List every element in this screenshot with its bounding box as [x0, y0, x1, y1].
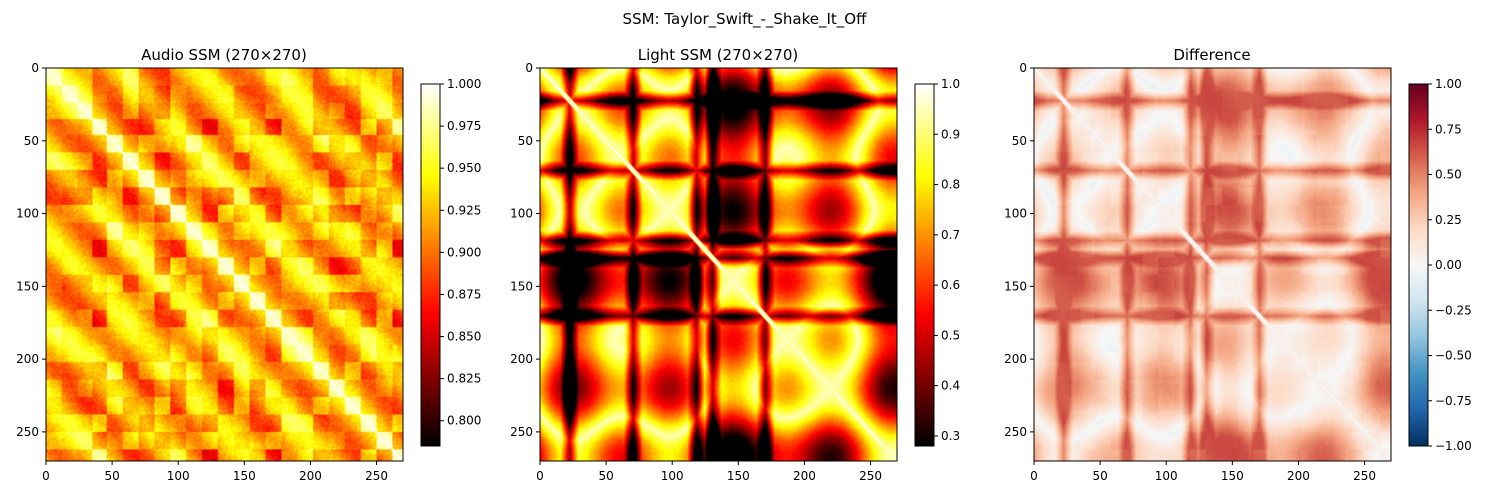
- y-tick-label: 100: [1004, 207, 1027, 221]
- colorbar-tick-label: 0.950: [447, 161, 481, 175]
- difference-axes-frame: [1033, 67, 1392, 462]
- colorbar-tick-label: 0.9: [941, 127, 960, 141]
- audio-ssm-colorbar: [421, 84, 440, 446]
- x-tick-label: 50: [1092, 469, 1107, 483]
- colorbar-tick-label: 0.900: [447, 245, 481, 259]
- audio-ssm-title: Audio SSM (270×270): [141, 46, 307, 64]
- difference-heatmap: [1034, 68, 1391, 461]
- colorbar-tick-label: 0.800: [447, 414, 481, 428]
- audio-ssm-colorbar-ticks: 0.800 0.825 0.850 0.875 0.900 0.925 0.950 0.975…: [440, 77, 481, 428]
- colorbar-tick-label: 0.00: [1435, 258, 1462, 272]
- x-tick-label: 0: [42, 469, 50, 483]
- colorbar-tick-label: −0.75: [1435, 394, 1472, 408]
- y-tick-label: 0: [525, 61, 533, 75]
- colorbar-tick-label: 0.50: [1435, 168, 1462, 182]
- colorbar-tick-label: 0.7: [941, 228, 960, 242]
- y-tick-label: 150: [510, 279, 533, 293]
- x-tick-label: 50: [104, 469, 119, 483]
- colorbar-tick-label: 0.850: [447, 330, 481, 344]
- audio-ssm-ticks: 0 50 100 150 200 250 0 50 100 150 200 250: [16, 61, 388, 483]
- colorbar-tick-label: 0.6: [941, 278, 960, 292]
- colorbar-tick-label: 0.875: [447, 287, 481, 301]
- light-ssm-colorbar-ticks: 0.3 0.4 0.5 0.6 0.7 0.8 0.9 1.0: [934, 77, 960, 443]
- x-tick-label: 250: [365, 469, 388, 483]
- difference-title: Difference: [1173, 46, 1250, 64]
- figure-title: SSM: Taylor_Swift_-_Shake_It_Off: [623, 10, 868, 29]
- colorbar-tick-label: 0.925: [447, 203, 481, 217]
- x-tick-label: 200: [1287, 469, 1310, 483]
- colorbar-tick-label: 0.4: [941, 379, 960, 393]
- x-tick-label: 250: [859, 469, 882, 483]
- colorbar-tick-label: −0.25: [1435, 303, 1472, 317]
- colorbar-tick-label: 0.825: [447, 372, 481, 386]
- x-tick-label: 0: [536, 469, 544, 483]
- y-tick-label: 200: [510, 352, 533, 366]
- light-ssm-axes-frame: [539, 67, 898, 462]
- y-tick-label: 150: [1004, 279, 1027, 293]
- x-tick-label: 50: [598, 469, 613, 483]
- difference-colorbar-ticks: −1.00 −0.75 −0.50 −0.25 0.00 0.25 0.50 0.75 1.00: [1428, 77, 1472, 453]
- colorbar-tick-label: 0.975: [447, 119, 481, 133]
- y-tick-label: 200: [16, 352, 39, 366]
- y-tick-label: 200: [1004, 352, 1027, 366]
- difference-panel: Difference 0 50 100 150 200 250 0 50 100 150 200 25…: [1004, 46, 1472, 483]
- x-tick-label: 200: [793, 469, 816, 483]
- y-tick-label: 0: [1019, 61, 1027, 75]
- y-tick-label: 250: [1004, 425, 1027, 439]
- colorbar-tick-label: −1.00: [1435, 439, 1472, 453]
- light-ssm-colorbar-frame: [914, 83, 935, 447]
- light-ssm-panel: Light SSM (270×270) 0 50 100 150 200 250 0 50 10…: [510, 46, 960, 483]
- colorbar-tick-label: 1.000: [447, 77, 481, 91]
- light-ssm-title: Light SSM (270×270): [638, 46, 799, 64]
- colorbar-tick-label: 0.5: [941, 328, 960, 342]
- audio-ssm-heatmap: [46, 68, 403, 461]
- light-ssm-heatmap: [540, 68, 897, 461]
- y-tick-label: 50: [24, 134, 39, 148]
- light-ssm-ticks: 0 50 100 150 200 250 0 50 100 150 200 250: [510, 61, 882, 483]
- y-tick-label: 250: [16, 425, 39, 439]
- y-tick-label: 150: [16, 279, 39, 293]
- x-tick-label: 100: [661, 469, 684, 483]
- audio-ssm-panel: Audio SSM (270×270) 0 50 100 150 200 250 0 50 10…: [16, 46, 481, 483]
- y-tick-label: 0: [31, 61, 39, 75]
- x-tick-label: 100: [1155, 469, 1178, 483]
- colorbar-tick-label: 1.0: [941, 77, 960, 91]
- x-tick-label: 150: [233, 469, 256, 483]
- colorbar-tick-label: 0.25: [1435, 213, 1462, 227]
- x-tick-label: 0: [1030, 469, 1038, 483]
- x-tick-label: 250: [1353, 469, 1376, 483]
- difference-colorbar: [1409, 84, 1428, 446]
- colorbar-tick-label: 0.75: [1435, 122, 1462, 136]
- x-tick-label: 150: [727, 469, 750, 483]
- y-tick-label: 100: [510, 207, 533, 221]
- y-tick-label: 50: [1012, 134, 1027, 148]
- difference-ticks: 0 50 100 150 200 250 0 50 100 150 200 250: [1004, 61, 1376, 483]
- audio-ssm-colorbar-frame: [420, 83, 441, 447]
- y-tick-label: 50: [518, 134, 533, 148]
- colorbar-tick-label: 0.3: [941, 429, 960, 443]
- y-tick-label: 100: [16, 207, 39, 221]
- colorbar-tick-label: −0.50: [1435, 349, 1472, 363]
- colorbar-tick-label: 0.8: [941, 178, 960, 192]
- x-tick-label: 100: [167, 469, 190, 483]
- x-tick-label: 150: [1221, 469, 1244, 483]
- colorbar-tick-label: 1.00: [1435, 77, 1462, 91]
- audio-ssm-axes-frame: [45, 67, 404, 462]
- light-ssm-colorbar: [915, 84, 934, 446]
- x-tick-label: 200: [299, 469, 322, 483]
- y-tick-label: 250: [510, 425, 533, 439]
